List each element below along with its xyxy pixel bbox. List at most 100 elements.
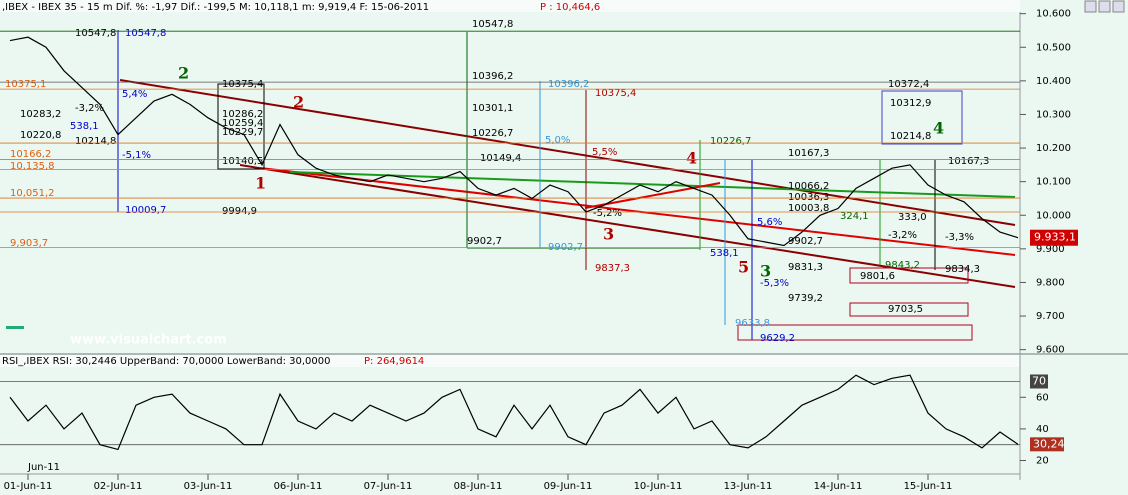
wave-label: 5 [738,258,749,277]
annotation: 9703,5 [888,304,923,315]
annotation: 10167,3 [788,148,829,159]
x-tick-label: 14-Jun-11 [814,481,863,492]
x-tick-label: 07-Jun-11 [364,481,413,492]
header-title: ,IBEX - IBEX 35 - 15 m Dif. %: -1,97 Dif… [2,2,429,13]
annotation: 5,0% [545,135,570,146]
annotation: 10220,8 [20,130,61,141]
measure-box [881,90,963,145]
rsi-title: RSI_,IBEX RSI: 30,2446 UpperBand: 70,000… [2,356,330,367]
x-tick-label: 10-Jun-11 [634,481,683,492]
annotation: 9801,6 [860,271,895,282]
annotation: 9843,2 [885,260,920,271]
annotation: 324,1 [840,211,869,222]
annotation: 9831,3 [788,262,823,273]
y-tick-label: 10.400 [1036,76,1071,87]
annotation: 10214,8 [75,136,116,147]
annotation: 9834,3 [945,264,980,275]
x-period-label: Jun-11 [27,462,60,473]
price-tag-label: 9.933,1 [1034,231,1076,244]
annotation: 10375,4 [222,79,263,90]
y-tick-label: 60 [1036,392,1049,403]
x-tick-label: 08-Jun-11 [454,481,503,492]
annotation: 538,1 [70,121,99,132]
y-tick-label: 10.100 [1036,177,1071,188]
annotation: 10009,7 [125,205,166,216]
y-tick-label: 10.300 [1036,109,1071,120]
price-line [9,36,1019,247]
x-tick-label: 01-Jun-11 [4,481,53,492]
annotation: 9739,2 [788,293,823,304]
wave-label: 3 [603,225,614,244]
annotation: 10396,2 [548,79,589,90]
header-bar [0,0,1020,12]
y-tick-label: 9.900 [1036,244,1065,255]
annotation: 10375,1 [5,79,46,90]
annotation: 5,4% [122,89,147,100]
annotation: 10036,3 [788,192,829,203]
rsi-header-bar [0,355,1020,367]
y-tick-label: 20 [1036,456,1049,467]
annotation: -5,1% [122,150,151,161]
x-tick-label: 06-Jun-11 [274,481,323,492]
annotation: 10312,9 [890,98,931,109]
annotation: 9633,8 [735,318,770,329]
annotation: 10,051,2 [10,188,55,199]
annotation: -3,3% [945,232,974,243]
wave-label: 3 [760,262,771,281]
annotation: 333,0 [898,212,927,223]
annotation: 10547,8 [472,19,513,30]
button[interactable] [1112,0,1125,13]
wave-label: 2 [293,93,304,112]
annotation: 5,6% [757,217,782,228]
wave-label: 4 [933,119,944,138]
button[interactable] [1098,0,1111,13]
y-tick-label: 9.800 [1036,277,1065,288]
y-tick-label: 10.000 [1036,210,1071,221]
y-tick-label: 10.600 [1036,9,1071,20]
price-line [9,374,1019,451]
wave-label: 2 [178,64,189,83]
value-tag-label: 30,24 [1033,437,1065,450]
annotation: 9629,2 [760,333,795,344]
x-tick-label: 02-Jun-11 [94,481,143,492]
measure-box [849,267,969,284]
annotation: 9902,7 [467,236,502,247]
measure-box [849,302,969,317]
annotation: -3,2% [888,230,917,241]
annotation: 9,903,7 [10,238,48,249]
trend-line [289,171,1016,198]
x-tick-label: 13-Jun-11 [724,481,773,492]
annotation: 538,1 [710,248,739,259]
annotation: 10375,4 [595,88,636,99]
annotation: 10547,8 [125,28,166,39]
annotation: 10283,2 [20,109,61,120]
wave-label: 1 [255,174,266,193]
annotation: 10066,2 [788,181,829,192]
measure-box [217,83,265,170]
y-tick-label: 10.200 [1036,143,1071,154]
trend-line [239,164,1016,288]
annotation: 10259,4 [222,118,263,129]
header-price: P : 10,464,6 [540,2,600,13]
annotation: 10003,8 [788,203,829,214]
x-tick-label: 15-Jun-11 [904,481,953,492]
annotation: 9994,9 [222,206,257,217]
x-tick-label: 03-Jun-11 [184,481,233,492]
annotation: 10167,3 [948,156,989,167]
measure-box [737,324,973,341]
watermark: www.visualchart.com [70,333,227,348]
trend-line [259,167,1016,256]
y-tick-label: 9.600 [1036,345,1065,356]
annotation: 10229,7 [222,127,263,138]
annotation: -5,3% [760,278,789,289]
annotation: -3,2% [75,103,104,114]
window-buttons[interactable] [1084,0,1125,13]
annotation: 10149,4 [480,153,521,164]
annotation: 10286,2 [222,109,263,120]
annotation: 10166,2 [10,149,51,160]
x-tick-label: 09-Jun-11 [544,481,593,492]
annotation: 10396,2 [472,71,513,82]
y-tick-label: 9.700 [1036,311,1065,322]
button[interactable] [1084,0,1097,13]
